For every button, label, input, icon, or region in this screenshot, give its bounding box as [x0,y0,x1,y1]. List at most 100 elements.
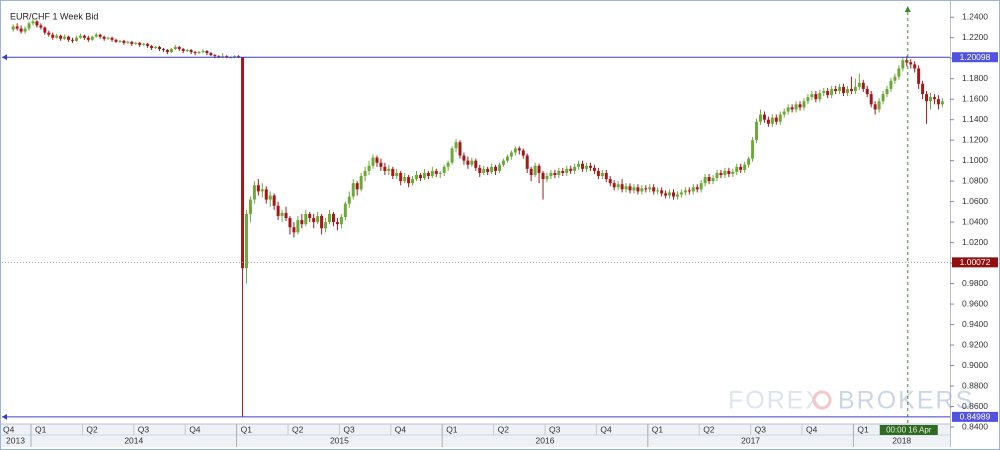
candle-body [640,188,644,192]
quarter-label: Q4 [3,424,15,434]
candle-body [213,55,217,57]
candle-body [525,155,529,169]
candle-body [608,179,612,184]
candle-body [300,220,304,225]
candle-body [221,56,225,58]
candle-body [31,21,35,24]
candle-body [233,56,237,58]
candle-body [71,39,75,41]
candle-body [901,60,905,69]
y-tick-label: 1.0800 [962,175,988,185]
candle-body [881,94,885,102]
candle-body [557,170,561,175]
candle-body [130,41,134,44]
candle-body [181,49,185,52]
candle-body [628,186,632,191]
candle-body [415,175,418,180]
y-tick-label: 0.9200 [962,339,988,349]
candle-body [897,68,901,77]
candle-body [335,222,339,225]
y-tick-label: 1.0400 [962,216,988,226]
y-tick-label: 0.8400 [962,421,988,431]
quarter-label: Q2 [292,424,304,434]
candle-body [917,68,921,84]
candle-body [27,23,31,29]
candle-body [94,34,98,37]
candle-body [675,194,679,197]
year-label: 2017 [741,435,760,445]
candle-body [383,166,387,171]
candle-body [486,168,490,172]
candle-body [853,86,857,91]
candle-body [331,213,335,223]
candle-body [814,94,818,100]
candle-body [596,170,600,177]
candle-body [545,176,549,180]
candle-body [838,86,842,91]
candle-body [561,170,565,173]
price-line-arrow [2,54,7,61]
watermark-text: FOREX [728,387,824,415]
candle-body [339,217,343,225]
candle-body [106,37,110,39]
candle-body [719,172,723,175]
candle-body [256,185,260,192]
candle-body [482,168,486,173]
candle-body [644,188,648,190]
candle-body [932,97,936,100]
y-tick-label: 1.0200 [962,237,988,247]
candle-body [67,36,71,40]
candle-body [699,183,703,190]
candle-body [446,162,450,167]
candle-body [371,157,375,166]
candle-body [727,170,731,174]
candle-body [616,184,620,188]
watermark-text: BROKERS [838,387,974,415]
candle-body [217,56,221,58]
candle-body [280,212,284,216]
y-tick-label: 0.8600 [962,401,988,411]
crosshair-label: 00:00 16 Apr [886,426,932,435]
candle-body [893,76,897,81]
price-label: 0.84989 [960,412,991,422]
candle-body [248,199,252,214]
candle-body [43,27,47,33]
candle-body [766,119,770,124]
candle-body [347,196,351,204]
candle-body [842,86,846,94]
candle-body [193,52,197,54]
candle-body [533,165,537,175]
candle-body [747,158,751,165]
candle-body [470,160,474,165]
y-tick-label: 0.8800 [962,380,988,390]
candle-body [122,40,126,43]
candle-body [501,160,505,165]
candle-body [454,142,458,149]
candle-body [328,213,332,223]
quarter-label: Q4 [806,424,818,434]
candle-body [636,187,640,192]
candle-body [620,184,624,190]
candle-body [573,166,577,171]
candle-body [569,168,573,171]
candle-body [158,46,161,49]
quarter-label: Q1 [446,424,458,434]
candle-body [359,176,363,190]
quarter-label: Q4 [395,424,407,434]
candle-body [648,187,652,190]
candle-body [474,160,478,168]
candle-body [154,46,158,48]
y-tick-label: 1.1200 [962,134,988,144]
candle-body [913,64,917,69]
candle-body [367,165,371,171]
candle-body [723,170,727,175]
candle-body [138,42,142,45]
candle-body [47,32,51,35]
candle-body [517,148,521,151]
candle-body [849,88,853,91]
candle-body [241,57,245,269]
candle-body [146,43,150,46]
candle-body [169,49,173,53]
